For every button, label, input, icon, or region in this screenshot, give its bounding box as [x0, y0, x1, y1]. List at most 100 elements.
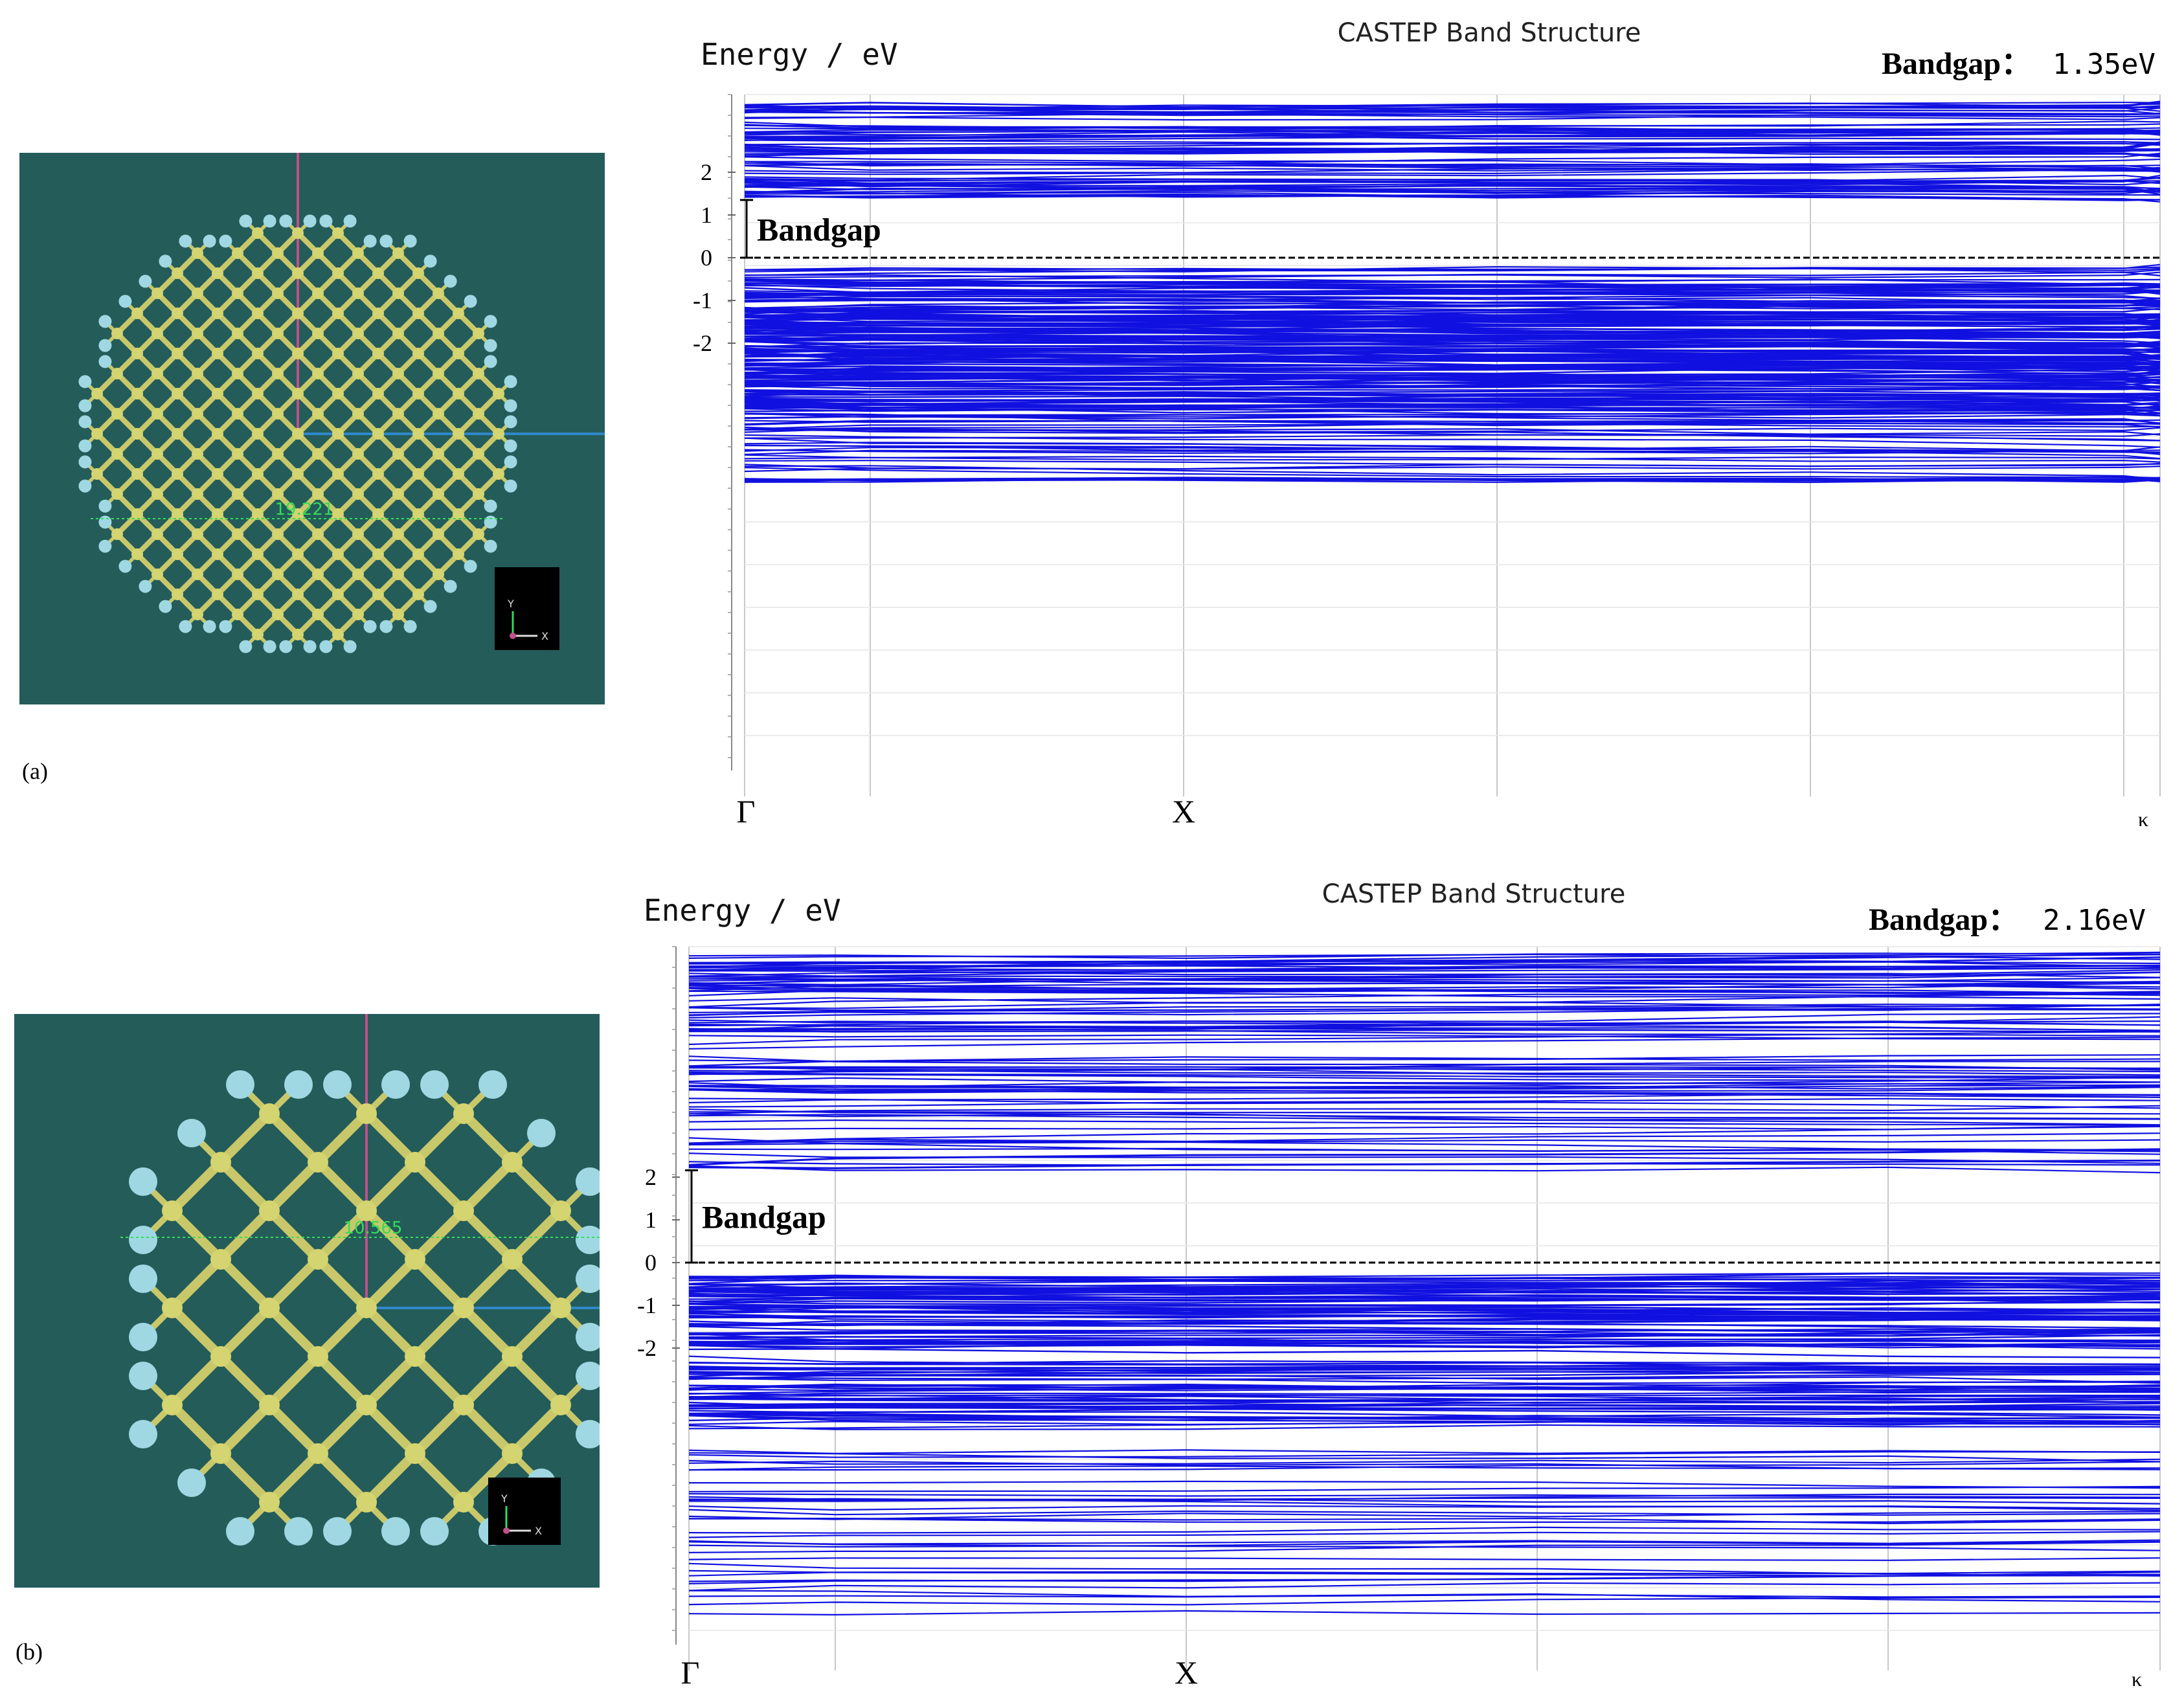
- silicon-atom: [502, 1249, 523, 1270]
- silicon-atom: [192, 287, 203, 299]
- band-line: [744, 420, 2161, 428]
- band-line: [688, 1317, 2161, 1326]
- silicon-atom: [433, 328, 444, 339]
- silicon-atom: [192, 328, 203, 339]
- band-line: [688, 1055, 2161, 1071]
- silicon-atom: [312, 408, 324, 420]
- band-line: [688, 1402, 2161, 1408]
- silicon-atom: [210, 1249, 231, 1270]
- si-bond: [410, 1448, 469, 1507]
- silicon-atom: [232, 568, 243, 580]
- silicon-atom: [312, 448, 324, 460]
- orientation-box: [488, 1478, 561, 1545]
- silicon-atom: [453, 508, 464, 520]
- band-line: [744, 412, 2161, 428]
- si-bond: [167, 1157, 226, 1216]
- hydrogen-atom: [379, 620, 393, 633]
- silicon-atom: [252, 308, 264, 319]
- silicon-atom: [212, 267, 223, 279]
- band-line: [744, 402, 2161, 410]
- silicon-atom: [453, 428, 464, 440]
- hydrogen-atom: [323, 1070, 352, 1099]
- hydrogen-atom: [179, 234, 192, 248]
- silicon-atom: [308, 1346, 328, 1367]
- band-line: [688, 1085, 2161, 1098]
- silicon-atom: [192, 568, 203, 580]
- hydrogen-atom: [284, 1517, 313, 1546]
- silicon-atom: [212, 548, 223, 560]
- silicon-atom: [212, 348, 223, 359]
- silicon-atom: [292, 267, 304, 279]
- si-bond: [410, 1206, 469, 1265]
- molecule-view-a[interactable]: 19.221 Y X: [19, 153, 605, 704]
- silicon-atom: [412, 348, 424, 359]
- silicon-atom: [550, 1200, 571, 1221]
- hydrogen-atom: [423, 254, 437, 268]
- hydrogen-atom: [484, 499, 497, 513]
- band-line: [688, 984, 2161, 996]
- band-line: [688, 1570, 2161, 1577]
- silicon-atom: [352, 568, 364, 580]
- si-bond: [264, 1108, 323, 1167]
- silicon-atom: [493, 428, 504, 440]
- silicon-atom: [252, 508, 264, 520]
- mini-axis-x-label: X: [541, 630, 548, 642]
- band-line: [688, 978, 2161, 984]
- silicon-atom: [192, 448, 203, 460]
- silicon-atom: [453, 1492, 474, 1513]
- band-line: [688, 1362, 2161, 1369]
- band-line: [688, 1125, 2161, 1131]
- si-bond: [507, 1303, 566, 1362]
- band-line: [744, 395, 2161, 401]
- band-line: [744, 302, 2161, 311]
- silicon-atom: [131, 428, 143, 440]
- band-line: [744, 335, 2161, 341]
- band-line: [688, 991, 2161, 1008]
- silicon-atom: [433, 408, 444, 420]
- hydrogen-atom: [98, 339, 112, 352]
- band-line: [688, 1148, 2161, 1166]
- band-line: [688, 1028, 2161, 1037]
- silicon-atom: [352, 328, 364, 339]
- silicon-atom: [172, 308, 183, 319]
- measure-label: 19.221: [275, 500, 334, 519]
- silicon-atom: [392, 528, 404, 540]
- silicon-atom: [232, 408, 243, 420]
- silicon-atom: [405, 1152, 425, 1173]
- band-line: [688, 1541, 2161, 1553]
- silicon-atom: [412, 308, 424, 319]
- silicon-atom: [372, 428, 384, 440]
- band-line: [688, 1596, 2161, 1606]
- silicon-atom: [172, 428, 183, 440]
- hydrogen-atom: [484, 355, 497, 368]
- silicon-atom: [252, 428, 264, 440]
- hydrogen-atom: [129, 1265, 157, 1293]
- silicon-atom: [172, 468, 183, 480]
- band-line: [744, 428, 2161, 436]
- silicon-atom: [352, 247, 364, 259]
- hydrogen-atom: [78, 479, 92, 493]
- nanowire-structure-a: 19.221 Y X: [78, 153, 605, 653]
- band-line: [688, 1031, 2161, 1046]
- si-bond: [361, 1206, 420, 1265]
- silicon-atom: [312, 368, 324, 379]
- band-line: [688, 1284, 2161, 1291]
- silicon-atom: [192, 368, 203, 379]
- hydrogen-atom: [343, 640, 357, 653]
- hydrogen-atom: [363, 234, 377, 248]
- band-line: [744, 467, 2161, 482]
- band-line: [688, 1069, 2161, 1076]
- silicon-atom: [502, 1346, 523, 1367]
- hydrogen-atom: [504, 399, 517, 412]
- band-line: [688, 1300, 2161, 1311]
- si-bond: [361, 1400, 420, 1459]
- molecule-view-b[interactable]: 10.565 Y X: [14, 1014, 600, 1588]
- band-line: [744, 145, 2161, 153]
- hydrogen-atom: [464, 295, 477, 308]
- band-line: [744, 387, 2161, 395]
- silicon-atom: [332, 508, 344, 520]
- ylabel-b: Energy / eV: [644, 893, 841, 928]
- band-line: [688, 1384, 2161, 1391]
